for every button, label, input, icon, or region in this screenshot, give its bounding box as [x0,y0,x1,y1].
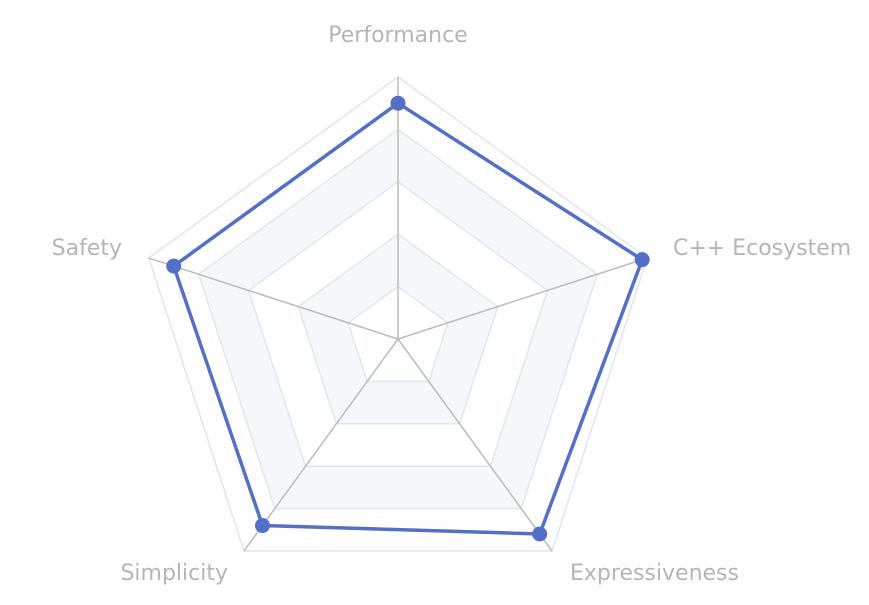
axis-line-1 [397,257,648,340]
data-point-3[interactable] [254,518,270,534]
split-lines [147,76,649,552]
split-line-1 [347,285,449,383]
axis-line-3 [243,338,399,552]
split-line-2 [297,233,499,425]
split-area-3 [248,181,548,467]
data-point-4[interactable] [166,258,182,274]
axis-label-simplicity: Simplicity [120,561,228,586]
axis-label-expressiveness: Expressiveness [570,561,739,586]
series-line-0 [171,101,644,536]
split-line-4 [197,128,599,510]
axis-label-cpp-ecosystem: C++ Ecosystem [673,236,851,261]
split-line-5 [147,76,649,552]
data-point-2[interactable] [532,526,548,542]
split-area-4 [198,129,598,509]
axis-line-4 [148,257,399,340]
data-point-0[interactable] [390,95,406,111]
data-point-1[interactable] [634,252,650,268]
split-line-3 [247,180,549,467]
axis-labels: Performance C++ Ecosystem Expressiveness… [52,23,852,586]
split-area-2 [298,234,498,424]
axis-label-performance: Performance [328,23,467,48]
series-layer [166,95,650,542]
axis-lines [148,77,648,552]
axis-line-2 [397,338,553,552]
axis-label-safety: Safety [52,236,122,261]
